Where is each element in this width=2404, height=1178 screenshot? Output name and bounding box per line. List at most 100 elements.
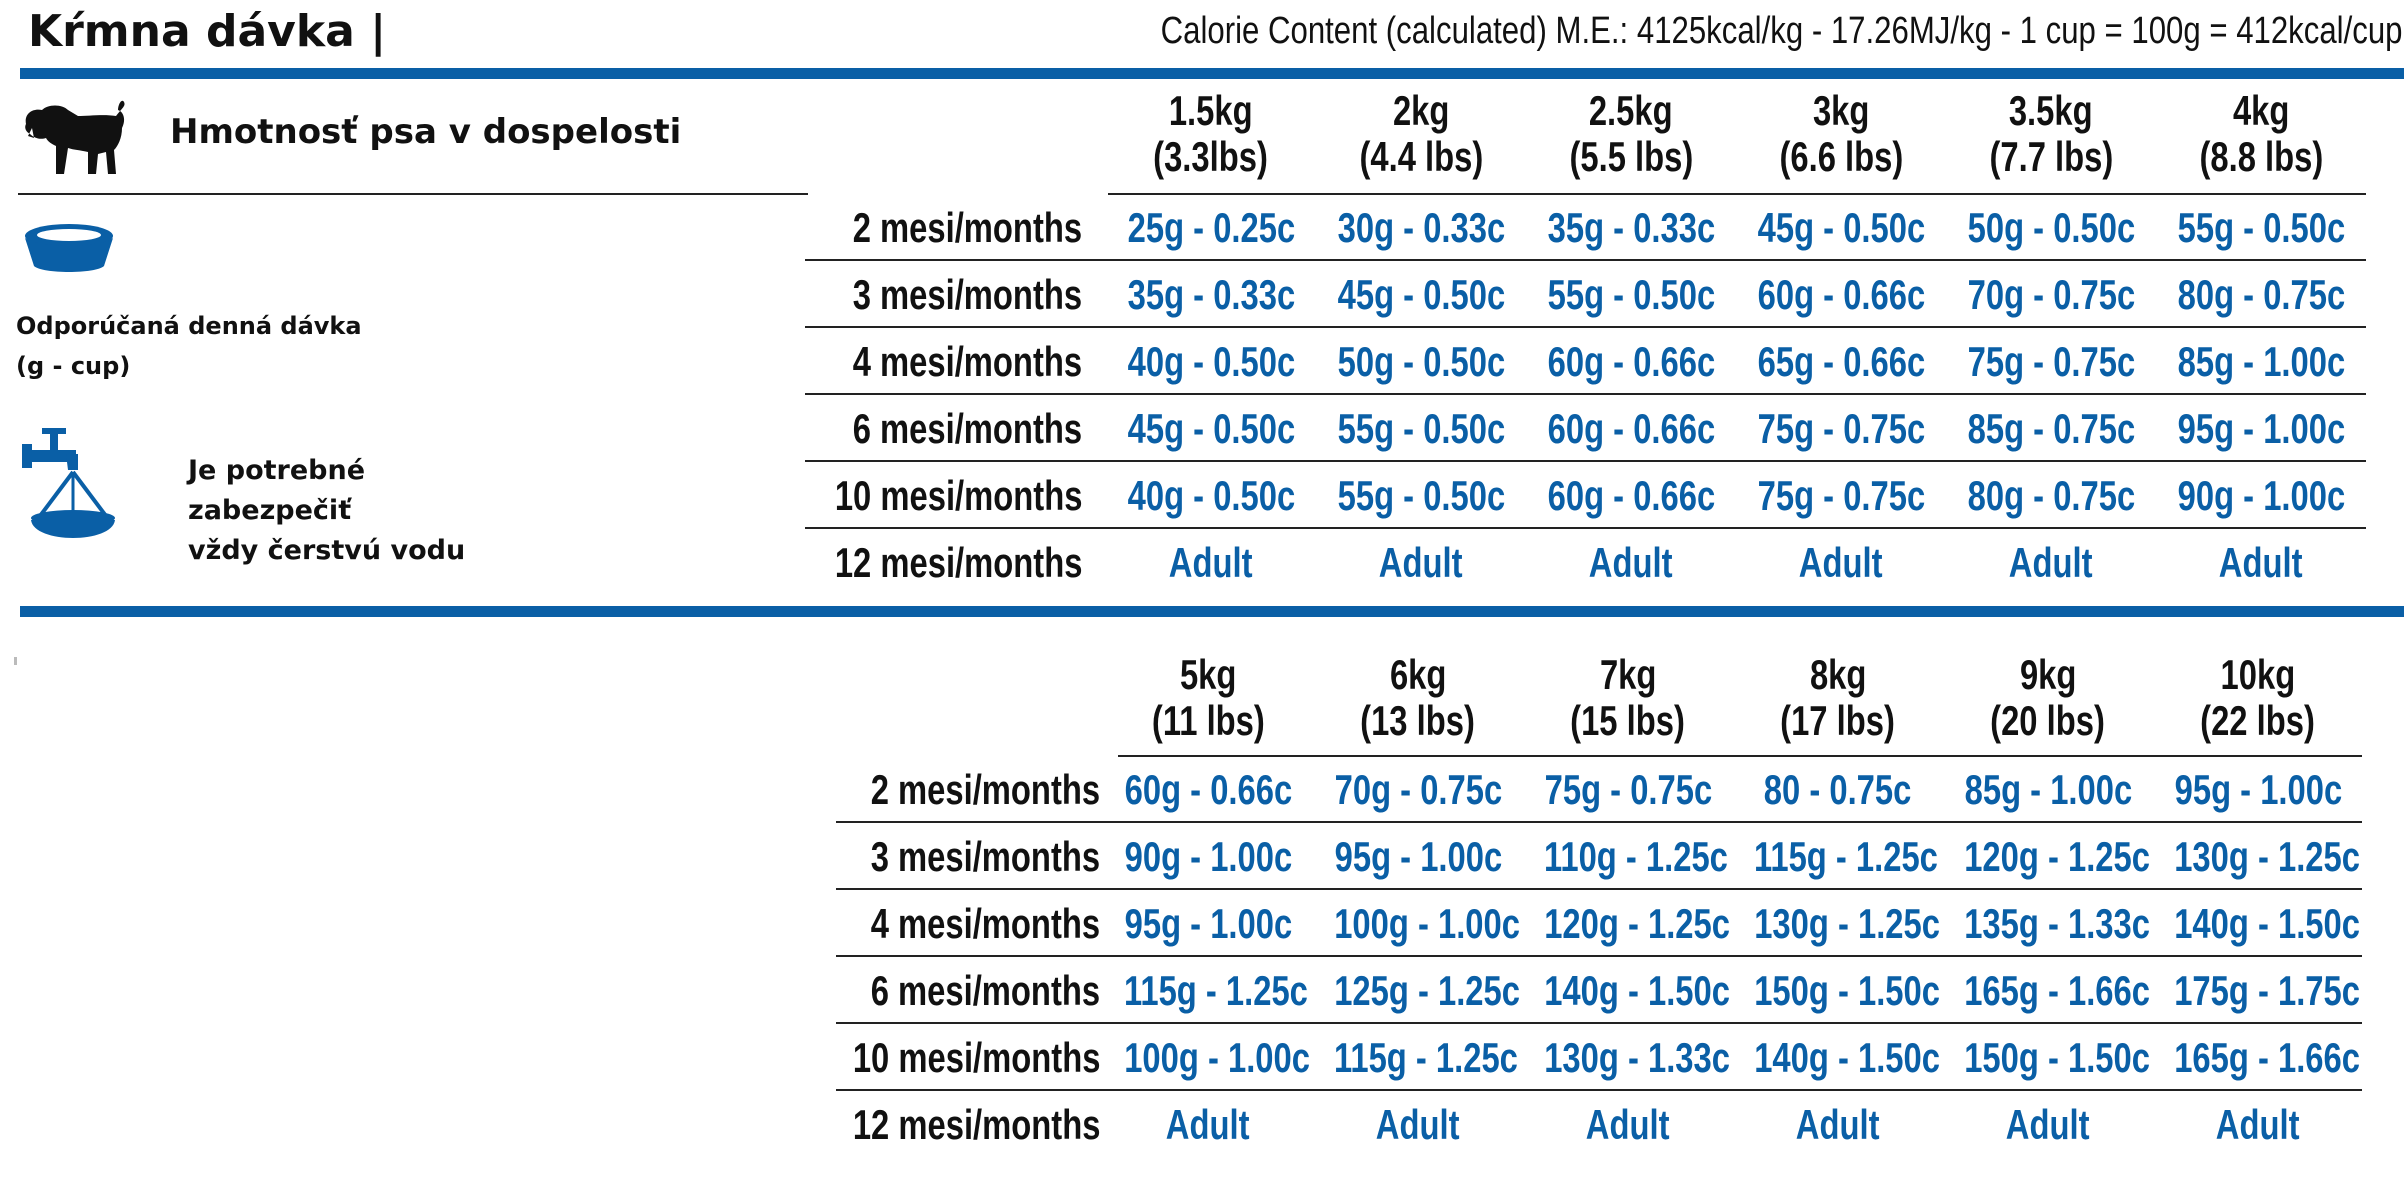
ration-value: 55g - 0.50c xyxy=(1337,472,1505,519)
ration-value-cell: Adult xyxy=(2151,539,2371,587)
ration-value-cell: 60g - 0.66c xyxy=(1521,472,1741,520)
age-row-label: 2 mesi/months xyxy=(762,204,1082,252)
ration-value: 25g - 0.25c xyxy=(1127,204,1295,251)
ration-value: 45g - 0.50c xyxy=(1337,271,1505,318)
ration-value-cell: 40g - 0.50c xyxy=(1101,472,1321,520)
age-text: 12 mesi/months xyxy=(852,1101,1100,1148)
ration-value: 135g - 1.33c xyxy=(1964,900,2150,947)
ration-value: Adult xyxy=(1796,1101,1880,1148)
ration-value-cell: 110g - 1.25c xyxy=(1518,833,1738,881)
ration-value: 55g - 0.50c xyxy=(1547,271,1715,318)
ration-value-cell: 35g - 0.33c xyxy=(1521,204,1741,252)
ration-value: 125g - 1.25c xyxy=(1334,967,1520,1014)
ration-value-cell: 40g - 0.50c xyxy=(1101,338,1321,386)
sidebar-divider xyxy=(18,193,808,195)
ration-value: Adult xyxy=(2219,539,2303,586)
ration-value: 165g - 1.66c xyxy=(1964,967,2150,1014)
ration-value-cell: 30g - 0.33c xyxy=(1311,204,1531,252)
age-text: 3 mesi/months xyxy=(870,833,1100,880)
ration-value-cell: 115g - 1.25c xyxy=(1728,833,1948,881)
ration-value-cell: 50g - 0.50c xyxy=(1941,204,2161,252)
ration-value-cell: 150g - 1.50c xyxy=(1728,967,1948,1015)
ration-value: 60g - 0.66c xyxy=(1124,766,1292,813)
weight-column-header: 2.5kg (5.5 lbs) xyxy=(1531,88,1731,180)
ration-value: 100g - 1.00c xyxy=(1124,1034,1310,1081)
row-rule xyxy=(805,326,2366,328)
header-rule xyxy=(1118,755,2362,757)
ration-value: 90g - 1.00c xyxy=(1124,833,1292,880)
weight-lbs: (17 lbs) xyxy=(1780,697,1896,744)
ration-value: Adult xyxy=(1799,539,1883,586)
ration-value-cell: 45g - 0.50c xyxy=(1311,271,1531,319)
ration-value: Adult xyxy=(1586,1101,1670,1148)
ration-value-cell: Adult xyxy=(1941,539,2161,587)
ration-value-cell: 60g - 0.66c xyxy=(1521,405,1741,453)
ration-value-cell: 130g - 1.33c xyxy=(1518,1034,1738,1082)
ration-value-cell: 175g - 1.75c xyxy=(2148,967,2368,1015)
page-title: Kŕmna dávka | xyxy=(28,6,387,57)
ration-value-cell: 80g - 0.75c xyxy=(2151,271,2371,319)
weight-kg: 4kg xyxy=(2232,87,2290,134)
ration-value: 30g - 0.33c xyxy=(1337,204,1505,251)
age-row-label: 3 mesi/months xyxy=(762,271,1082,319)
ration-value-cell: 75g - 0.75c xyxy=(1731,405,1951,453)
ration-value-cell: 95g - 1.00c xyxy=(2151,405,2371,453)
ration-value: 75g - 0.75c xyxy=(1757,405,1925,452)
ration-value-cell: 85g - 1.00c xyxy=(1938,766,2158,814)
age-row-label: 10 mesi/months xyxy=(762,472,1082,520)
ration-value: 150g - 1.50c xyxy=(1964,1034,2150,1081)
row-rule xyxy=(836,888,2362,890)
ration-value: 95g - 1.00c xyxy=(1334,833,1502,880)
ration-value: Adult xyxy=(1169,539,1253,586)
ration-value-cell: 60g - 0.66c xyxy=(1731,271,1951,319)
age-text: 2 mesi/months xyxy=(852,204,1082,251)
weight-lbs: (20 lbs) xyxy=(1990,697,2106,744)
ration-value: 130g - 1.25c xyxy=(1754,900,1940,947)
ration-value-cell: Adult xyxy=(1101,539,1321,587)
ration-value: Adult xyxy=(2006,1101,2090,1148)
bowl-icon xyxy=(25,224,113,272)
age-row-label: 4 mesi/months xyxy=(762,338,1082,386)
ration-value: 140g - 1.50c xyxy=(1544,967,1730,1014)
ration-value: 130g - 1.33c xyxy=(1544,1034,1730,1081)
ration-value: 165g - 1.66c xyxy=(2174,1034,2360,1081)
ration-value: 90g - 1.00c xyxy=(2177,472,2345,519)
ration-value: Adult xyxy=(1379,539,1463,586)
ration-value: 35g - 0.33c xyxy=(1127,271,1295,318)
weight-lbs: (3.3lbs) xyxy=(1153,133,1269,180)
water-note-line: zabezpečiť xyxy=(188,495,352,526)
ration-value-cell: 135g - 1.33c xyxy=(1938,900,2158,948)
age-text: 10 mesi/months xyxy=(834,472,1082,519)
calorie-content-text: Calorie Content (calculated) M.E.: 4125k… xyxy=(1160,10,2402,52)
water-tap-icon xyxy=(22,428,115,538)
ration-value-cell: 80 - 0.75c xyxy=(1728,766,1948,814)
age-row-label: 3 mesi/months xyxy=(780,833,1100,881)
ration-value: 75g - 0.75c xyxy=(1967,338,2135,385)
weight-column-header: 1.5kg (3.3lbs) xyxy=(1111,88,1311,180)
ration-value: 175g - 1.75c xyxy=(2174,967,2360,1014)
ration-value: 55g - 0.50c xyxy=(2177,204,2345,251)
ration-value: Adult xyxy=(2009,539,2093,586)
ration-value: 110g - 1.25c xyxy=(1543,833,1728,880)
ration-value: Adult xyxy=(1166,1101,1250,1148)
age-row-label: 6 mesi/months xyxy=(780,967,1100,1015)
ration-value-cell: 115g - 1.25c xyxy=(1308,1034,1528,1082)
ration-value-cell: Adult xyxy=(1098,1101,1318,1149)
ration-value-cell: 85g - 0.75c xyxy=(1941,405,2161,453)
ration-value: Adult xyxy=(1589,539,1673,586)
weight-kg: 6kg xyxy=(1389,651,1447,698)
ration-value: 95g - 1.00c xyxy=(2177,405,2345,452)
ration-value-cell: 45g - 0.50c xyxy=(1731,204,1951,252)
ration-value-cell: Adult xyxy=(1518,1101,1738,1149)
weight-column-header: 2kg (4.4 lbs) xyxy=(1321,88,1521,180)
ration-value-cell: 120g - 1.25c xyxy=(1938,833,2158,881)
ration-value-cell: 70g - 0.75c xyxy=(1941,271,2161,319)
water-note-line: vždy čerstvú vodu xyxy=(188,535,466,566)
ration-value-cell: 95g - 1.00c xyxy=(2148,766,2368,814)
weight-column-header: 9kg (20 lbs) xyxy=(1948,652,2148,744)
ration-value: 75g - 0.75c xyxy=(1757,472,1925,519)
daily-ration-line: Odporúčaná denná dávka xyxy=(16,312,362,340)
ration-value: 85g - 0.75c xyxy=(1967,405,2135,452)
ration-value-cell: 55g - 0.50c xyxy=(1521,271,1741,319)
row-rule xyxy=(805,527,2366,529)
